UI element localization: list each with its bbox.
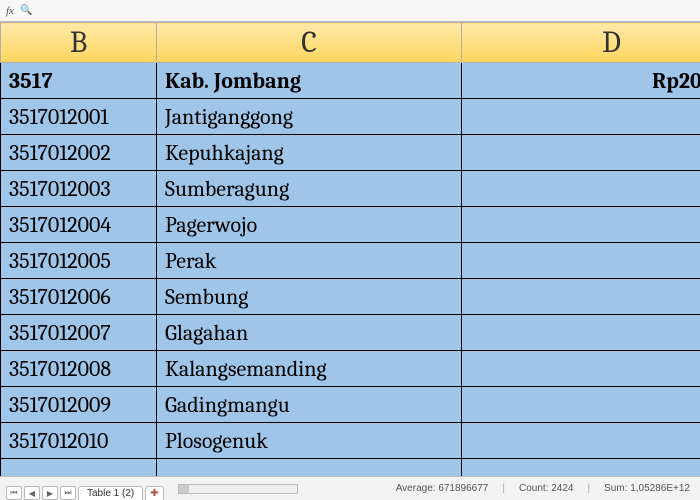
cell[interactable]: Pagerwojo bbox=[157, 207, 462, 243]
cell[interactable] bbox=[157, 459, 462, 477]
spreadsheet-app: fx 🔍 B C D 3517Kab. JombangRp205.3963517… bbox=[0, 0, 700, 500]
table-row[interactable]: 3517012008KalangsemandingRp67 bbox=[1, 351, 700, 387]
sheet-viewport[interactable]: B C D 3517Kab. JombangRp205.396351701200… bbox=[0, 22, 700, 476]
cell[interactable]: 3517 bbox=[1, 63, 157, 99]
cell[interactable]: 3517012001 bbox=[1, 99, 157, 135]
cell[interactable]: 3517012010 bbox=[1, 423, 157, 459]
cell[interactable]: Sumberagung bbox=[157, 171, 462, 207]
cell[interactable]: Rp67 bbox=[462, 171, 700, 207]
stat-count: Count: 2424 bbox=[519, 483, 574, 494]
table-row[interactable]: 3517012001JantiganggongRp66 bbox=[1, 99, 700, 135]
cell[interactable]: 3517012007 bbox=[1, 315, 157, 351]
table-row[interactable]: 3517012005PerakRp67 bbox=[1, 243, 700, 279]
cell[interactable] bbox=[462, 459, 700, 477]
table-row[interactable]: 3517012006SembungRp66 bbox=[1, 279, 700, 315]
horizontal-scrollbar[interactable] bbox=[178, 484, 298, 494]
table-row[interactable]: 3517012010PlosogenukRp67 bbox=[1, 423, 700, 459]
cell[interactable]: Plosogenuk bbox=[157, 423, 462, 459]
sheet-table: B C D 3517Kab. JombangRp205.396351701200… bbox=[0, 22, 700, 476]
tab-first-button[interactable]: ⏮ bbox=[6, 486, 22, 500]
col-header-b[interactable]: B bbox=[1, 23, 157, 63]
table-row[interactable]: 3517012004PagerwojoRp74 bbox=[1, 207, 700, 243]
divider: | bbox=[502, 483, 505, 494]
cell[interactable]: Kepuhkajang bbox=[157, 135, 462, 171]
cell[interactable]: 3517012003 bbox=[1, 171, 157, 207]
cell[interactable]: Rp67 bbox=[462, 351, 700, 387]
column-header-row: B C D bbox=[1, 23, 700, 63]
table-row[interactable]: 3517Kab. JombangRp205.396 bbox=[1, 63, 700, 99]
cell[interactable]: 3517012002 bbox=[1, 135, 157, 171]
table-row[interactable]: 3517012007GlagahanRp67 bbox=[1, 315, 700, 351]
fx-label[interactable]: fx bbox=[6, 5, 14, 17]
cell[interactable]: 3517012006 bbox=[1, 279, 157, 315]
cell[interactable]: 3517012005 bbox=[1, 243, 157, 279]
cell[interactable]: Perak bbox=[157, 243, 462, 279]
cell[interactable]: Rp74 bbox=[462, 207, 700, 243]
cell[interactable]: Rp74 bbox=[462, 387, 700, 423]
cell[interactable]: 3517012004 bbox=[1, 207, 157, 243]
cell[interactable]: Jantiganggong bbox=[157, 99, 462, 135]
cell[interactable]: Rp205.396 bbox=[462, 63, 700, 99]
divider: | bbox=[587, 483, 590, 494]
cell[interactable]: 3517012008 bbox=[1, 351, 157, 387]
cell[interactable]: Kab. Jombang bbox=[157, 63, 462, 99]
stat-average: Average: 671896677 bbox=[396, 483, 489, 494]
cell[interactable]: Rp67 bbox=[462, 243, 700, 279]
sheet-tab-active[interactable]: Table 1 (2) bbox=[78, 486, 143, 500]
table-row[interactable] bbox=[1, 459, 700, 477]
add-sheet-button[interactable]: ✚ bbox=[145, 486, 163, 500]
cell[interactable]: Rp67 bbox=[462, 423, 700, 459]
cell[interactable]: Sembung bbox=[157, 279, 462, 315]
formula-input[interactable] bbox=[38, 5, 694, 17]
cell[interactable]: Gadingmangu bbox=[157, 387, 462, 423]
status-bar: ⏮ ◀ ▶ ⏭ Table 1 (2) ✚ Average: 671896677… bbox=[0, 476, 700, 500]
cell[interactable]: Rp67 bbox=[462, 315, 700, 351]
table-row[interactable]: 3517012002KepuhkajangRp74 bbox=[1, 135, 700, 171]
cell[interactable]: Rp66 bbox=[462, 279, 700, 315]
status-stats: Average: 671896677 | Count: 2424 | Sum: … bbox=[386, 483, 700, 494]
tab-prev-button[interactable]: ◀ bbox=[24, 486, 40, 500]
tab-last-button[interactable]: ⏭ bbox=[60, 486, 76, 500]
cell[interactable]: Rp74 bbox=[462, 135, 700, 171]
cell[interactable]: 3517012009 bbox=[1, 387, 157, 423]
cell[interactable]: Rp66 bbox=[462, 99, 700, 135]
table-row[interactable]: 3517012009GadingmanguRp74 bbox=[1, 387, 700, 423]
cell[interactable]: Glagahan bbox=[157, 315, 462, 351]
stat-sum: Sum: 1,05286E+12 bbox=[604, 483, 690, 494]
cell[interactable]: Kalangsemanding bbox=[157, 351, 462, 387]
col-header-d[interactable]: D bbox=[462, 23, 700, 63]
formula-bar: fx 🔍 bbox=[0, 0, 700, 22]
tab-next-button[interactable]: ▶ bbox=[42, 486, 58, 500]
col-header-c[interactable]: C bbox=[157, 23, 462, 63]
search-icon: 🔍 bbox=[20, 5, 32, 16]
table-row[interactable]: 3517012003SumberagungRp67 bbox=[1, 171, 700, 207]
sheet-tabs: ⏮ ◀ ▶ ⏭ Table 1 (2) ✚ bbox=[0, 477, 170, 500]
cell[interactable] bbox=[1, 459, 157, 477]
